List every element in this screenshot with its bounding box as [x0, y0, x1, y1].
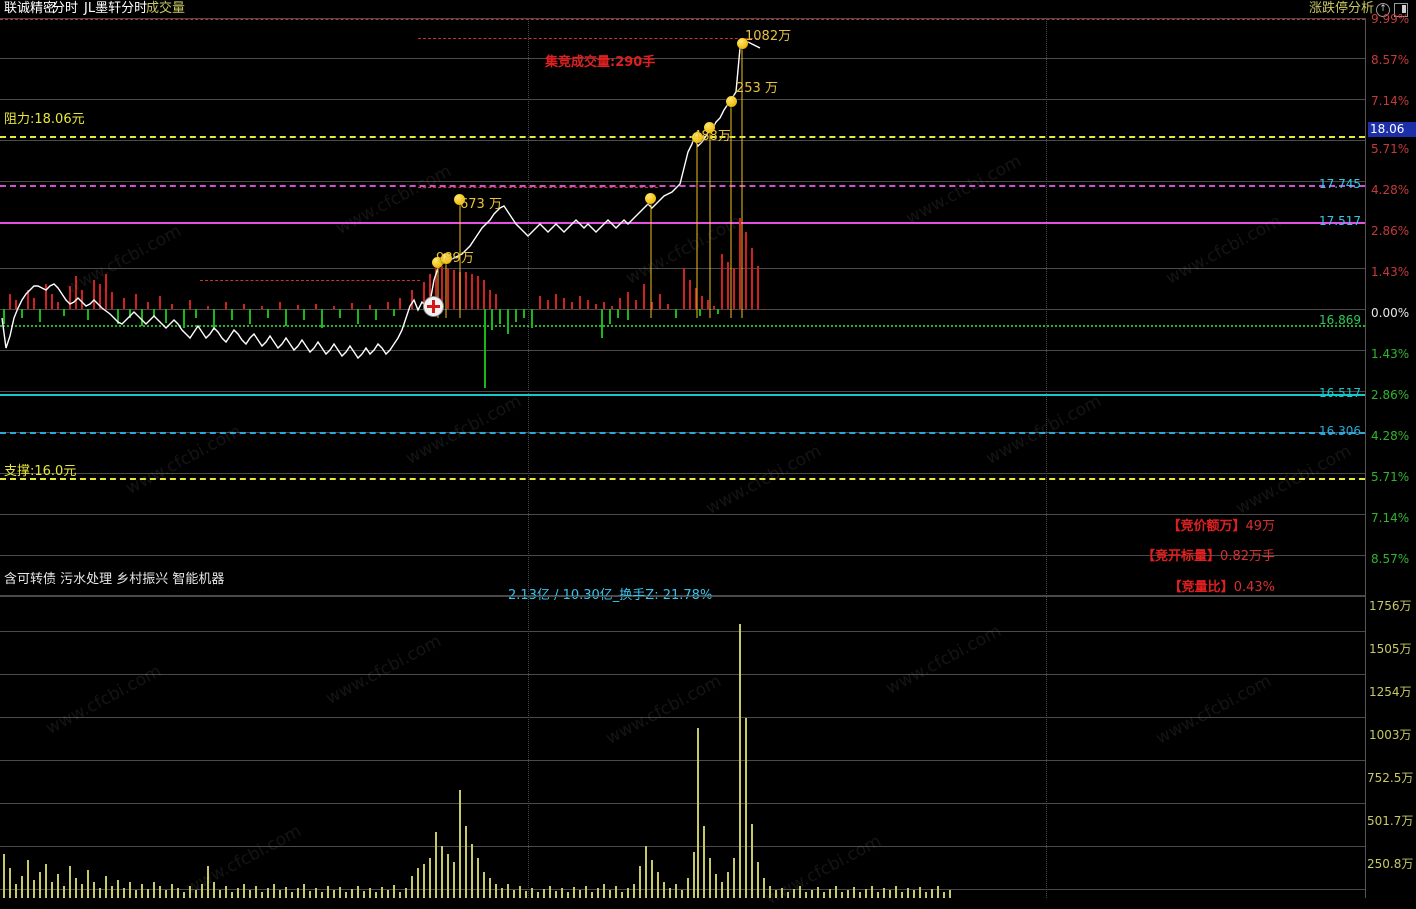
price-chart-panel[interactable]: 989万 673 万 488万 253 万 1082万 阻力:18.06元 支撑…: [0, 18, 1365, 603]
axis-tick-pct: 1.43%: [1371, 347, 1410, 361]
level-tag-17517: 17.517: [1319, 214, 1361, 228]
auction-stat-key: 【竞量比】: [1168, 580, 1234, 595]
indicator-name-label[interactable]: JL墨轩分时: [84, 1, 148, 16]
auction-stat-value: 0.43%: [1233, 580, 1275, 595]
volume-axis-tick: 1254万: [1369, 685, 1412, 699]
circle-up-icon[interactable]: ↑: [1376, 3, 1390, 17]
axis-tick-pct: 5.71%: [1371, 142, 1410, 156]
volume-marker-dot[interactable]: [704, 122, 715, 133]
call-auction-volume-label: 集竞成交量:290手: [545, 55, 656, 70]
volume-axis-tick: 1003万: [1369, 728, 1412, 742]
volume-axis-tick: 1505万: [1369, 642, 1412, 656]
turnover-label: 2.13亿 / 10.30亿_换手Z: 21.78%: [508, 588, 713, 603]
auction-stat-key: 【竞开标量】: [1142, 549, 1221, 564]
volume-marker-label: 673 万: [460, 197, 502, 212]
axis-tick-pct: 1.43%: [1371, 265, 1410, 279]
chart-mode-label[interactable]: 分时: [52, 1, 79, 16]
axis-tick-zero: 0.00%: [1371, 306, 1410, 320]
axis-tick-pct: 4.28%: [1371, 429, 1410, 443]
support-label: 支撑:16.0元: [4, 464, 77, 479]
level-line-resistance: [0, 136, 1365, 138]
volume-marker-dot[interactable]: [645, 193, 656, 204]
concept-tags-label: 含可转债 污水处理 乡村振兴 智能机器: [4, 572, 225, 587]
axis-tick-pct: 8.57%: [1371, 53, 1410, 67]
auction-stat-key: 【竞价额万】: [1167, 519, 1246, 534]
axis-tick-pct: 7.14%: [1371, 511, 1410, 525]
axis-tick-pct: 7.14%: [1371, 94, 1410, 108]
marker-box-top: [418, 38, 758, 39]
auction-stat-value: 0.82万手: [1220, 549, 1275, 564]
level-line-16517: [0, 394, 1365, 396]
stock-name-label[interactable]: 联诚精密: [4, 1, 57, 16]
level-line-17517: [0, 222, 1365, 224]
volume-marker-dot[interactable]: [726, 96, 737, 107]
level-line-17745: [0, 185, 1365, 187]
axis-tick-pct: 9.99%: [1371, 12, 1410, 26]
volume-marker-label: 253 万: [736, 81, 778, 96]
level-line-upper-limit: [0, 19, 1365, 20]
volume-axis-tick: 752.5万: [1367, 771, 1414, 785]
level-tag-16517: 16.517: [1319, 386, 1361, 400]
marker-box-low: [200, 280, 420, 281]
price-polyline: [1, 41, 761, 360]
volume-axis-tick: 1756万: [1369, 599, 1412, 613]
marker-box-mid: [418, 187, 658, 188]
axis-tick-pct: 2.86%: [1371, 224, 1410, 238]
limit-analysis-button[interactable]: 涨跌停分析: [1308, 1, 1374, 16]
axis-tick-pct: 2.86%: [1371, 388, 1410, 402]
volume-axis-tick: 501.7万: [1367, 814, 1414, 828]
level-line-support: [0, 478, 1365, 480]
volume-marker-dot[interactable]: [441, 253, 452, 264]
level-tag-16869: 16.869: [1319, 313, 1361, 327]
auction-stat-row: 【竞价额万】49万: [1167, 519, 1275, 534]
volume-chart-panel[interactable]: [0, 596, 1365, 898]
crosshair-cursor-icon[interactable]: [423, 296, 444, 317]
resistance-label: 阻力:18.06元: [4, 112, 85, 127]
auction-stat-row: 【竞开标量】0.82万手: [1142, 549, 1275, 564]
level-tag-17745: 17.745: [1319, 177, 1361, 191]
axis-tick-pct: 5.71%: [1371, 470, 1410, 484]
panel-toggle-icon[interactable]: [1394, 3, 1408, 17]
volume-marker-dot[interactable]: [692, 132, 703, 143]
auction-stat-row: 【竞量比】0.43%: [1169, 580, 1275, 595]
volume-marker-dot[interactable]: [737, 38, 748, 49]
level-tag-16306: 16.306: [1319, 424, 1361, 438]
price-line-svg: [1, 41, 765, 388]
intraday-volume-bars: [3, 218, 765, 388]
title-bar: 联诚精密 分时 JL墨轩分时 成交量 涨跌停分析 ↑: [0, 0, 1416, 18]
volume-marker-label: 488万: [693, 129, 731, 144]
volume-bars-svg: [3, 624, 951, 898]
volume-indicator-label[interactable]: 成交量: [146, 1, 186, 16]
level-line-16869: [0, 325, 1365, 327]
volume-axis-tick: 250.8万: [1367, 857, 1414, 871]
volume-marker-dot[interactable]: [432, 257, 443, 268]
volume-marker-dot[interactable]: [454, 194, 465, 205]
axis-tick-pct: 4.28%: [1371, 183, 1410, 197]
current-price-badge: 18.06: [1368, 122, 1416, 137]
level-line-16306: [0, 432, 1365, 434]
volume-marker-label: 989万: [436, 251, 474, 266]
price-axis: 9.99% 8.57% 7.14% 18.06 5.71% 4.28% 2.86…: [1365, 13, 1416, 898]
volume-marker-label: 1082万: [745, 29, 792, 44]
auction-stat-value: 49万: [1245, 519, 1275, 534]
axis-tick-pct: 8.57%: [1371, 552, 1410, 566]
volume-histogram-bars: [3, 624, 951, 898]
